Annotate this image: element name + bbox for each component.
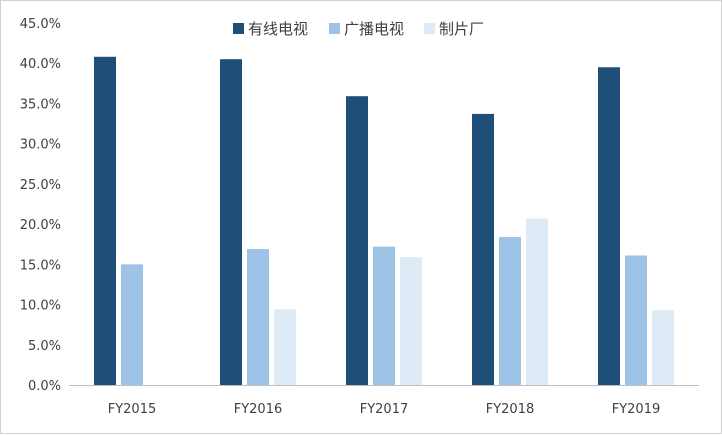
y-tick-label: 40.0% (20, 57, 61, 72)
y-tick-label: 0.0% (28, 379, 61, 394)
x-axis: FY2015 FY2016 FY2017 FY2018 FY2019 (69, 385, 699, 417)
legend-swatch (233, 23, 244, 34)
x-tick-label: FY2019 (612, 402, 661, 417)
x-tick-label: FY2017 (360, 402, 409, 417)
bar-fy2017-series-0 (346, 96, 368, 386)
y-tick-label: 20.0% (20, 218, 61, 233)
legend-label: 制片厂 (439, 20, 484, 38)
bar-fy2017-series-2 (400, 257, 422, 385)
bar-fy2019-series-2 (652, 310, 674, 385)
bar-fy2017-series-1 (373, 246, 395, 385)
bar-fy2018-series-0 (472, 113, 494, 385)
legend-swatch (329, 23, 340, 34)
x-tick-label: FY2016 (234, 402, 283, 417)
y-tick-label: 30.0% (20, 138, 61, 153)
x-tick-label: FY2018 (486, 402, 535, 417)
y-tick-label: 15.0% (20, 258, 61, 273)
legend-label: 广播电视 (344, 20, 404, 38)
y-tick-label: 35.0% (20, 97, 61, 112)
bar-fy2019-series-0 (598, 67, 620, 385)
bar-fy2018-series-2 (526, 218, 548, 385)
y-tick-label: 10.0% (20, 299, 61, 314)
legend: 有线电视 广播电视 制片厂 (233, 20, 484, 38)
legend-label: 有线电视 (248, 20, 308, 38)
bars (94, 56, 674, 386)
bar-fy2019-series-1 (625, 255, 647, 385)
y-tick-label: 5.0% (28, 339, 61, 354)
bar-fy2018-series-1 (499, 236, 521, 385)
y-axis: 0.0% 5.0% 10.0% 15.0% 20.0% 25.0% 30.0% 35.0% 40… (20, 17, 61, 394)
y-tick-label: 45.0% (20, 17, 61, 32)
y-tick-label: 25.0% (20, 178, 61, 193)
bar-fy2016-series-2 (274, 309, 296, 385)
legend-swatch (424, 23, 435, 34)
bar-fy2016-series-1 (247, 249, 269, 385)
bar-fy2015-series-1 (121, 264, 143, 385)
bar-fy2015-series-0 (94, 56, 116, 385)
x-tick-label: FY2015 (108, 402, 157, 417)
bar-fy2016-series-0 (220, 59, 242, 385)
